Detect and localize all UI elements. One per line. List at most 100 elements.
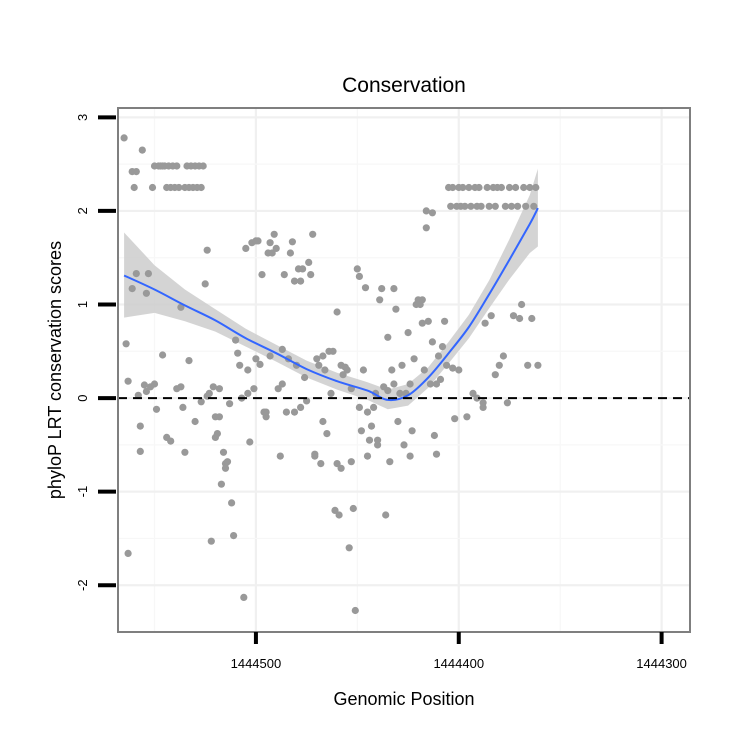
data-point	[404, 329, 412, 337]
data-point	[337, 464, 345, 472]
data-point	[236, 361, 244, 369]
data-point	[250, 385, 258, 393]
data-point	[252, 355, 260, 363]
data-point	[242, 244, 250, 252]
data-point	[278, 380, 286, 388]
data-point	[503, 399, 511, 407]
data-point	[278, 345, 286, 353]
data-point	[497, 183, 505, 192]
data-point	[365, 436, 374, 444]
data-point	[148, 183, 157, 192]
data-point	[124, 377, 132, 385]
data-point	[422, 224, 430, 232]
data-point	[443, 361, 451, 369]
data-point	[301, 373, 309, 382]
data-point	[491, 371, 499, 379]
data-point	[390, 380, 398, 388]
data-point	[477, 202, 485, 210]
data-point	[197, 398, 205, 406]
data-point	[333, 460, 341, 468]
data-point	[317, 460, 325, 468]
data-point	[167, 437, 175, 445]
data-point	[128, 285, 136, 293]
chart-title: Conservation	[342, 74, 466, 97]
data-point	[335, 511, 343, 519]
data-point	[132, 270, 140, 278]
data-point	[197, 183, 205, 192]
data-point	[351, 606, 359, 615]
data-point	[398, 361, 406, 369]
data-point	[345, 544, 353, 552]
data-point	[367, 422, 376, 430]
data-point	[434, 352, 443, 360]
data-point	[507, 202, 516, 210]
data-point	[428, 209, 436, 217]
data-point	[136, 422, 144, 430]
data-point	[420, 366, 428, 374]
data-point	[418, 319, 426, 327]
data-point	[349, 504, 357, 513]
data-point	[400, 441, 408, 449]
data-point	[426, 380, 434, 388]
data-point	[432, 450, 441, 458]
data-point	[382, 511, 390, 519]
data-point	[501, 202, 509, 210]
data-point	[266, 239, 274, 247]
data-point	[319, 417, 327, 426]
data-point	[297, 403, 305, 411]
data-point	[315, 361, 323, 369]
data-point	[144, 270, 152, 278]
data-point	[406, 452, 414, 460]
data-point	[370, 403, 378, 411]
data-point	[530, 202, 538, 210]
data-point	[353, 265, 361, 273]
data-point	[406, 380, 414, 388]
data-point	[177, 383, 185, 391]
data-point	[511, 183, 520, 192]
data-point	[221, 464, 230, 472]
data-point	[213, 430, 221, 438]
data-point	[327, 389, 335, 397]
data-point	[374, 436, 382, 444]
data-point	[321, 366, 329, 374]
data-point	[361, 284, 370, 292]
smooth-trend-line	[123, 207, 539, 402]
data-point	[509, 312, 518, 320]
data-point	[223, 458, 232, 466]
data-point	[230, 532, 238, 540]
data-point	[124, 549, 132, 558]
data-point	[175, 183, 183, 192]
data-point	[311, 450, 319, 458]
data-point	[191, 417, 199, 426]
data-point	[201, 280, 209, 288]
smooth-line-layer	[123, 207, 539, 402]
data-point	[256, 360, 264, 368]
data-point	[150, 380, 159, 388]
data-point	[438, 343, 447, 351]
data-point	[418, 296, 426, 304]
data-point	[159, 351, 167, 359]
data-point	[479, 403, 487, 411]
data-point	[276, 452, 284, 460]
data-point	[499, 352, 507, 360]
data-point	[392, 305, 400, 313]
data-point	[396, 389, 404, 397]
data-point	[424, 317, 432, 325]
y-tick-label: -1	[75, 486, 90, 498]
data-point	[408, 427, 416, 435]
data-point	[303, 397, 311, 405]
data-point	[288, 238, 296, 246]
data-point	[228, 499, 236, 507]
data-point	[505, 183, 514, 192]
data-point	[232, 336, 240, 344]
data-point	[217, 480, 225, 488]
data-point	[475, 183, 483, 192]
data-point	[355, 403, 363, 411]
data-point	[290, 277, 299, 285]
data-point	[384, 333, 392, 341]
data-point	[491, 202, 499, 210]
data-point	[343, 366, 351, 374]
data-point	[363, 408, 372, 416]
data-point	[522, 202, 530, 210]
